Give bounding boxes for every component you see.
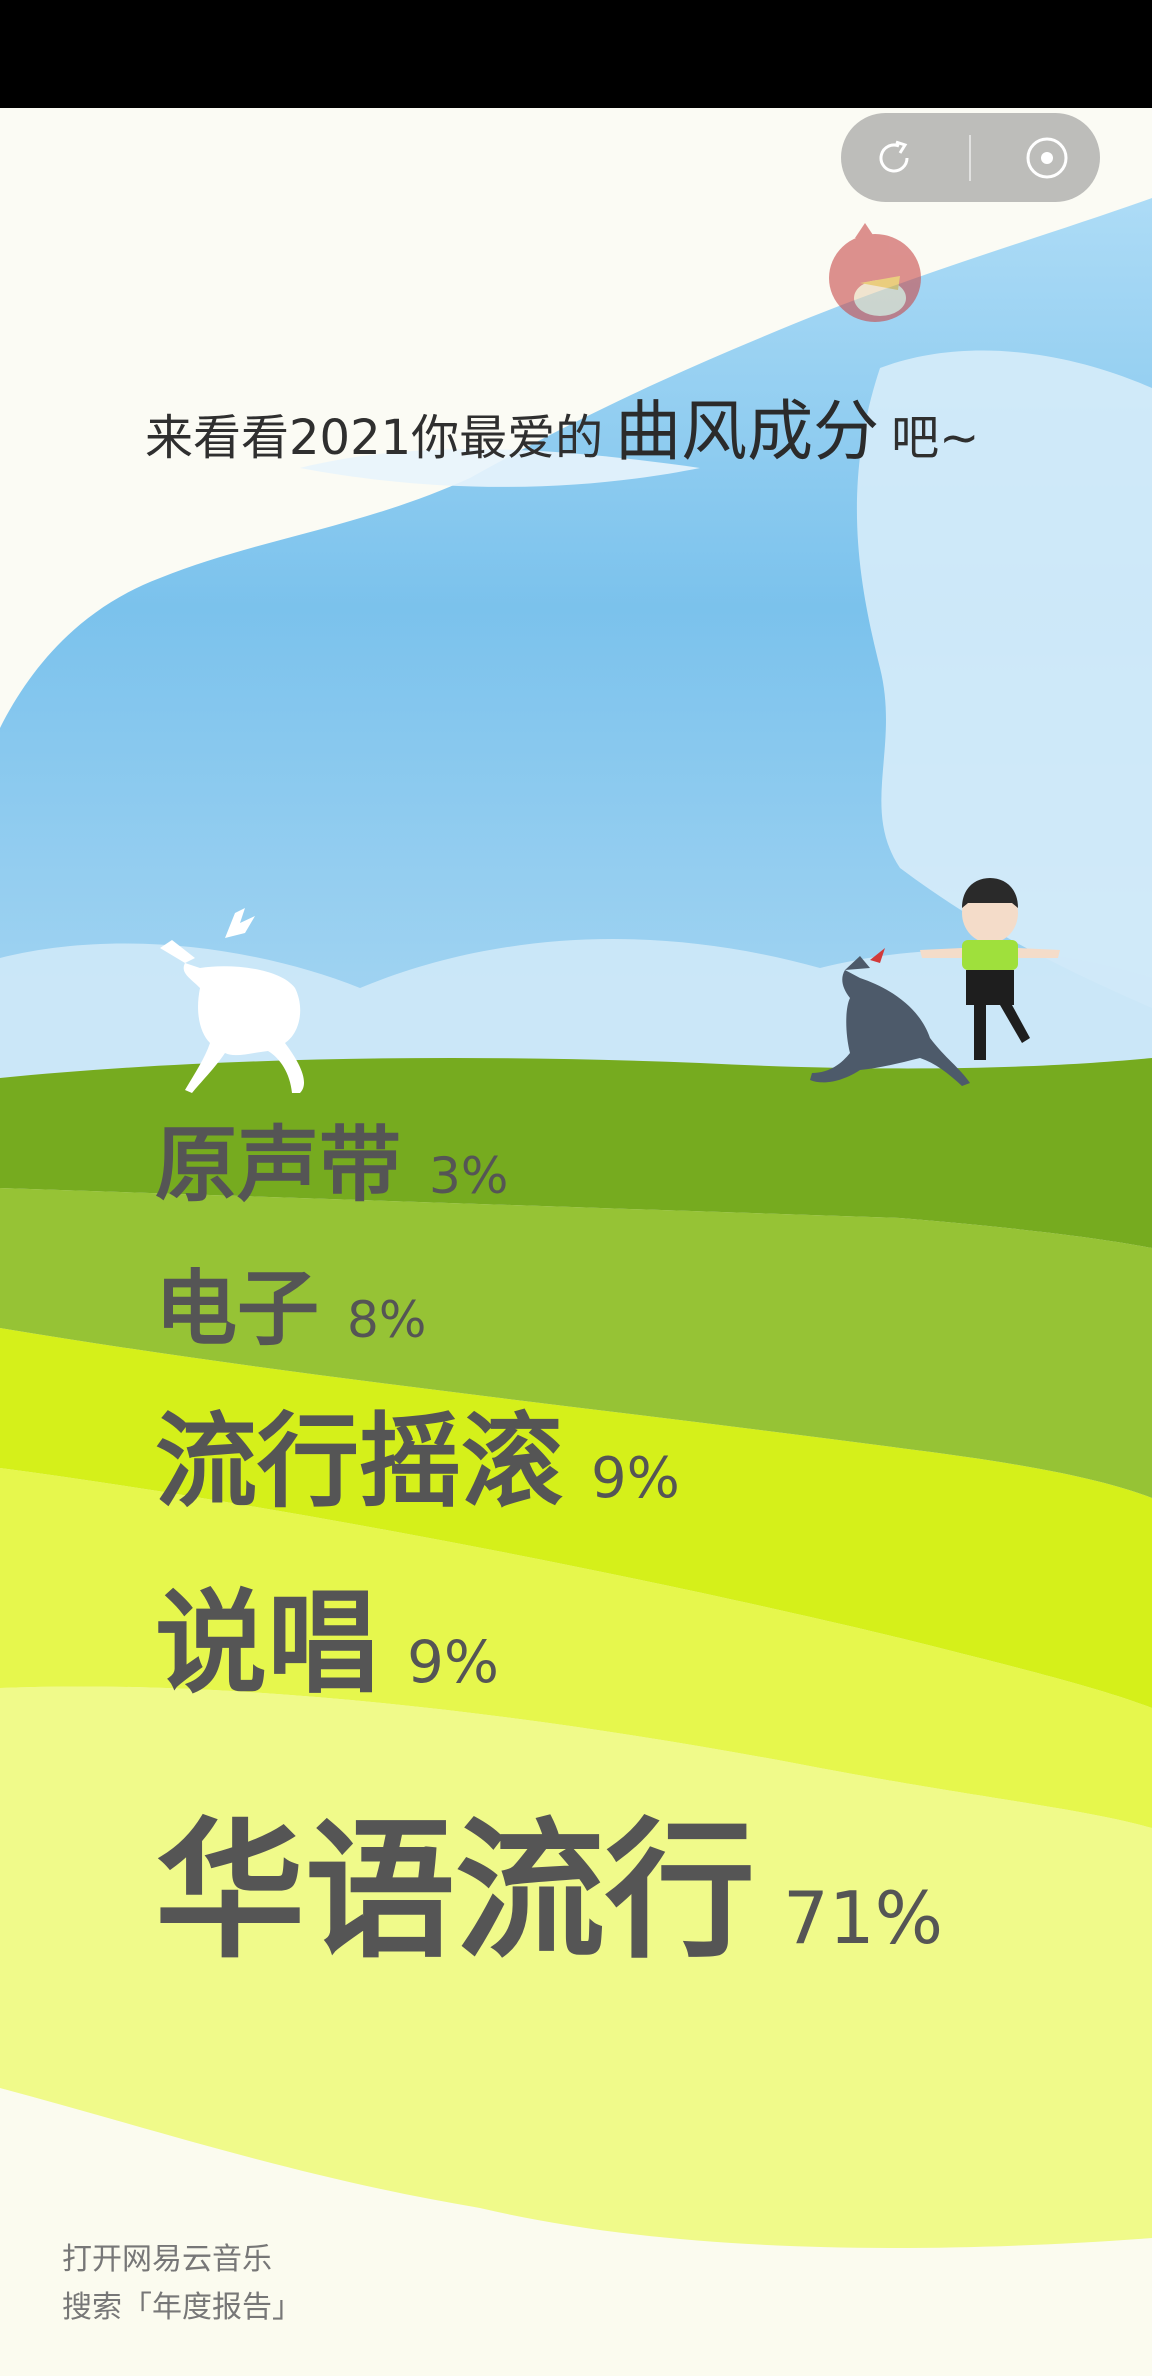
genre-row-rap: 说唱 9% <box>155 1553 499 1715</box>
landscape-background <box>0 198 1152 2376</box>
genre-name: 电子 <box>155 1261 320 1357</box>
genre-row-soundtrack: 原声带 3% <box>155 1098 508 1217</box>
genre-name: 原声带 <box>155 1117 402 1213</box>
band-1 <box>0 1058 1152 1248</box>
genre-percent: 71% <box>783 1876 944 1960</box>
band-4 <box>0 1468 1152 1828</box>
genre-percent: 9% <box>591 1446 680 1511</box>
genre-row-mandopop: 华语流行 71% <box>155 1770 943 1987</box>
capsule-divider <box>969 134 972 181</box>
heading-suffix: 吧~ <box>891 410 980 466</box>
white-deer <box>160 908 305 1093</box>
genre-row-pop-rock: 流行摇滚 9% <box>155 1380 680 1527</box>
report-scene <box>0 108 1152 2376</box>
band-2 <box>0 1188 1152 1498</box>
footer-line-open-app: 打开网易云音乐 <box>62 2242 272 2277</box>
mini-program-capsule <box>841 113 1100 202</box>
heading-prefix: 来看看2021你最爱的 <box>145 410 604 466</box>
genre-percent: 9% <box>407 1628 500 1696</box>
genre-percent: 3% <box>429 1147 509 1205</box>
heading-highlight: 曲风成分 <box>615 393 880 470</box>
genre-row-electronic: 电子 8% <box>155 1242 426 1361</box>
sky-wash <box>0 198 1152 1108</box>
genre-name: 华语流行 <box>155 1803 756 1979</box>
share-icon[interactable] <box>864 128 924 188</box>
band-3 <box>0 1328 1152 1708</box>
sky-cloud-light <box>856 350 1152 1009</box>
close-target-icon[interactable] <box>1017 128 1077 188</box>
page-heading: 来看看2021你最爱的 曲风成分 吧~ <box>145 378 1045 474</box>
bottom-fog <box>0 2088 1152 2376</box>
genre-name: 流行摇滚 <box>155 1402 563 1522</box>
status-bar <box>0 0 1152 108</box>
angry-bird <box>829 223 921 322</box>
cartoon-character <box>920 878 1060 1060</box>
footer-line-search: 搜索「年度报告」 <box>62 2290 302 2325</box>
footer-hint: 打开网易云音乐 搜索「年度报告」 <box>62 2236 302 2332</box>
sky-streak <box>300 449 700 487</box>
genre-percent: 8% <box>347 1291 427 1349</box>
dark-deer <box>810 948 970 1086</box>
genre-name: 说唱 <box>155 1578 379 1709</box>
